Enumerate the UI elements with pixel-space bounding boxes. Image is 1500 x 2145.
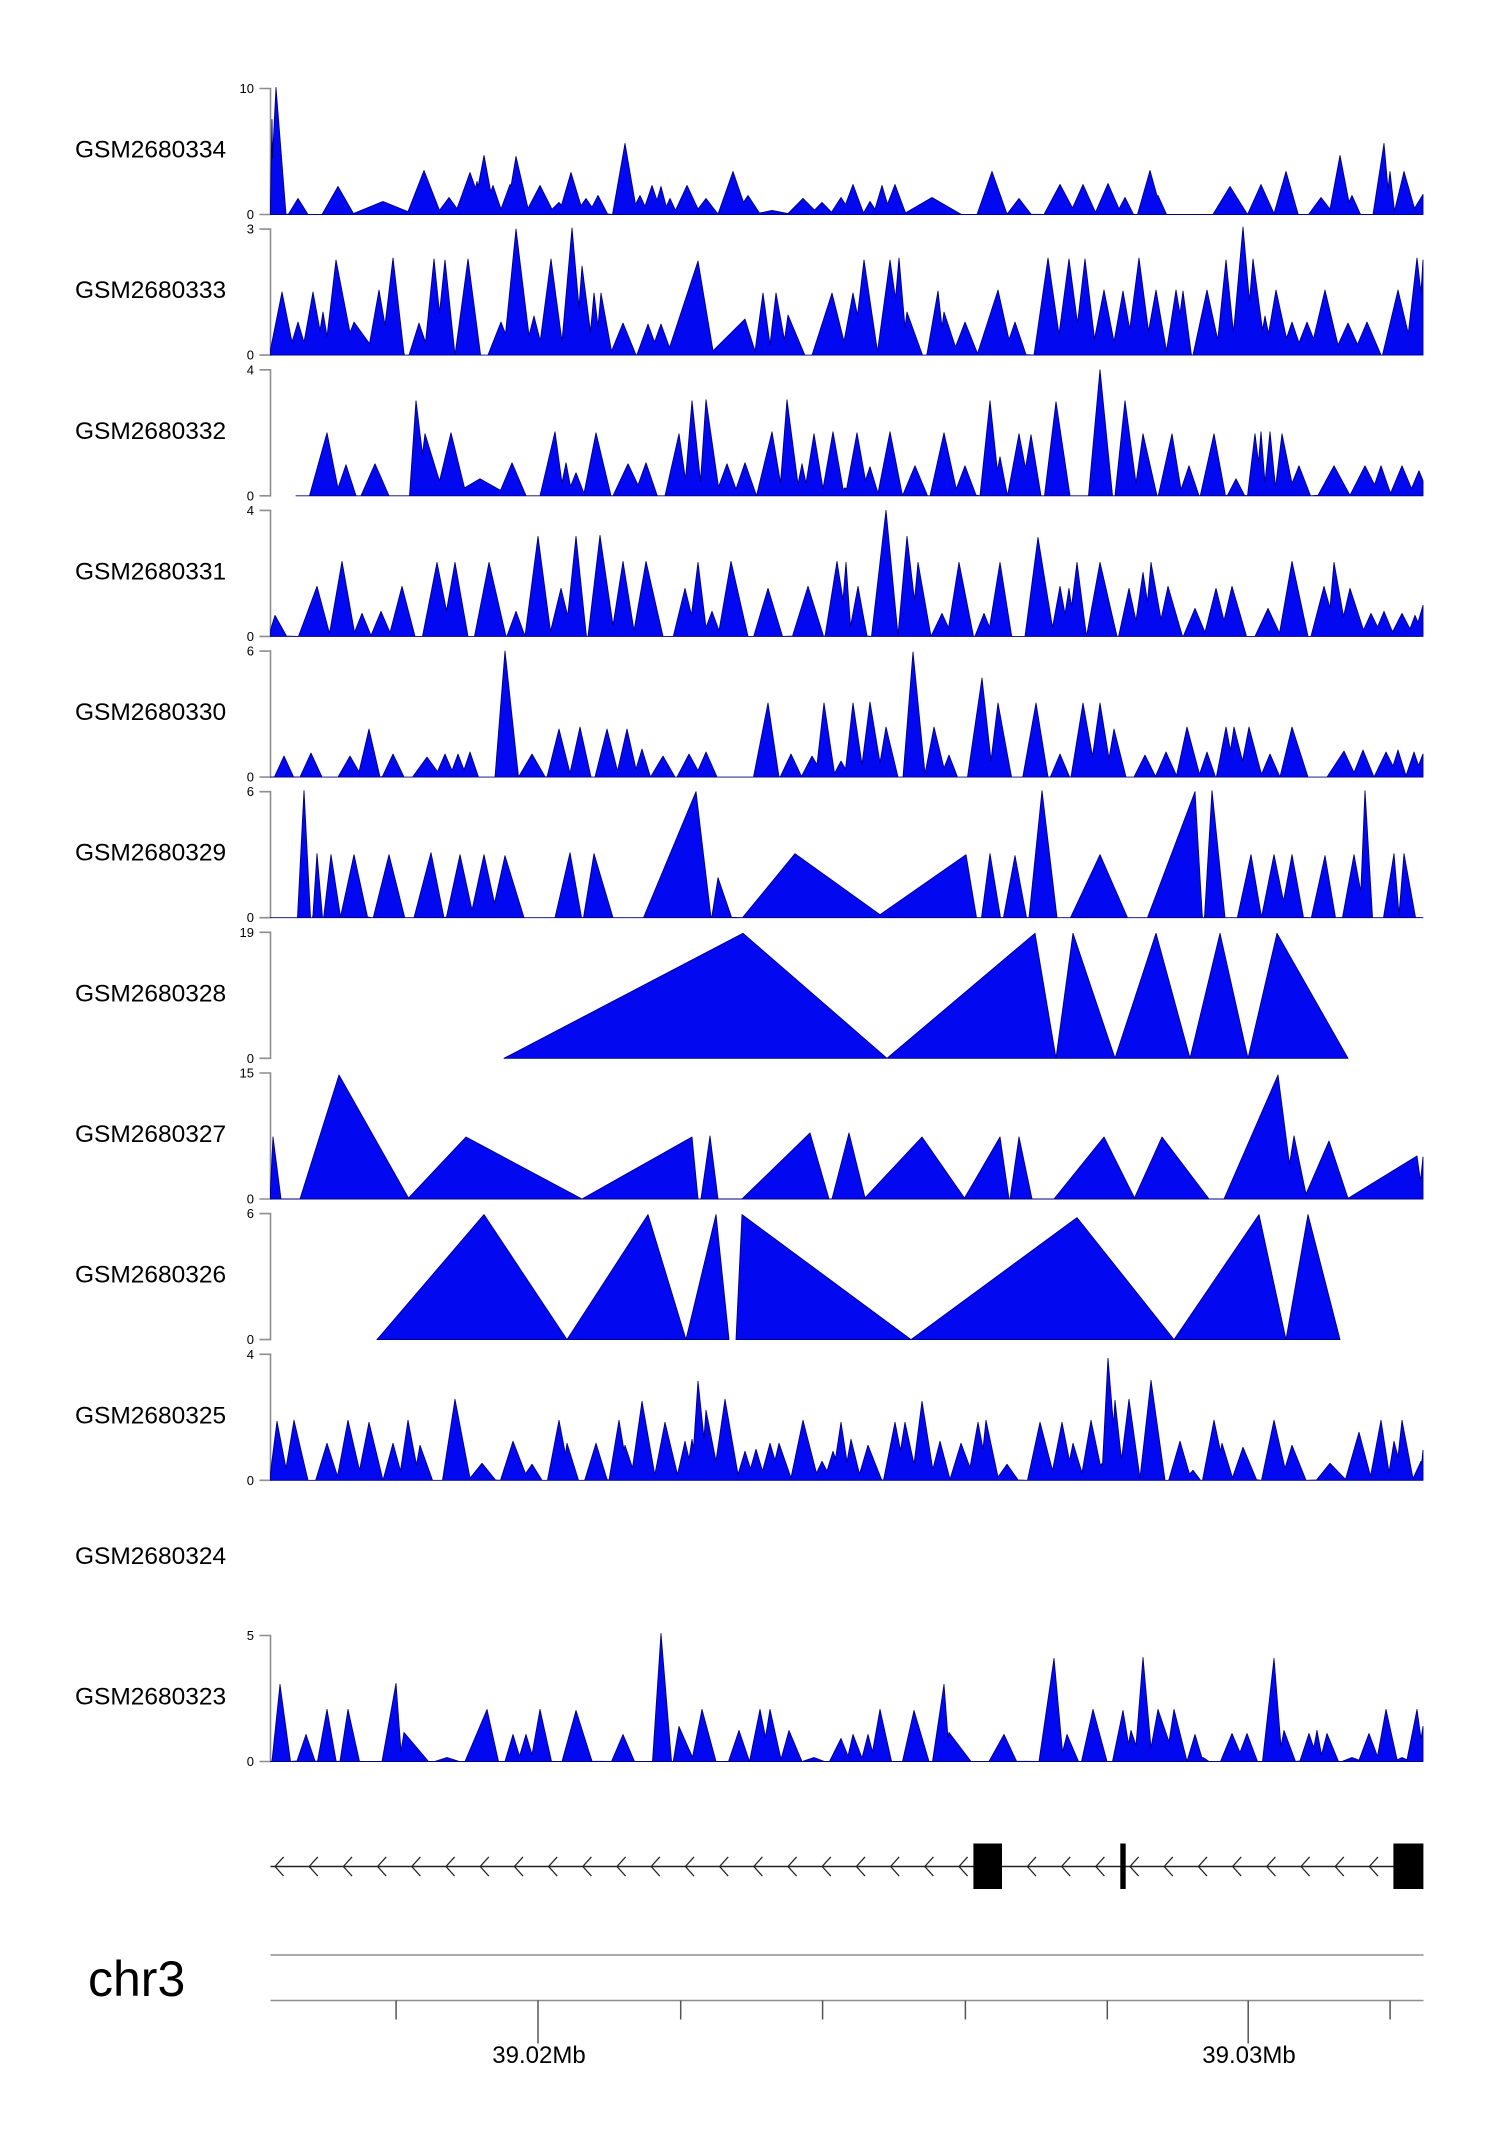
- svg-text:0: 0: [247, 348, 254, 363]
- svg-text:GSM2680330: GSM2680330: [75, 699, 226, 726]
- svg-text:6: 6: [247, 1206, 254, 1221]
- svg-text:10: 10: [240, 81, 254, 96]
- svg-text:6: 6: [247, 784, 254, 799]
- svg-text:chr3: chr3: [88, 1951, 185, 2007]
- svg-text:4: 4: [247, 503, 254, 518]
- svg-text:GSM2680328: GSM2680328: [75, 980, 226, 1007]
- svg-text:6: 6: [247, 644, 254, 659]
- svg-text:0: 0: [247, 910, 254, 925]
- svg-text:39.02Mb: 39.02Mb: [492, 2042, 585, 2069]
- svg-text:39.03Mb: 39.03Mb: [1202, 2042, 1295, 2069]
- svg-text:19: 19: [240, 925, 254, 940]
- svg-text:0: 0: [247, 1473, 254, 1488]
- svg-text:0: 0: [247, 488, 254, 503]
- svg-text:0: 0: [247, 629, 254, 644]
- svg-text:GSM2680333: GSM2680333: [75, 277, 226, 304]
- svg-text:3: 3: [247, 222, 254, 237]
- svg-text:GSM2680329: GSM2680329: [75, 840, 226, 867]
- svg-text:0: 0: [247, 1192, 254, 1207]
- svg-text:4: 4: [247, 1347, 254, 1362]
- svg-text:GSM2680323: GSM2680323: [75, 1684, 226, 1711]
- svg-text:GSM2680327: GSM2680327: [75, 1121, 226, 1148]
- svg-text:0: 0: [247, 1051, 254, 1066]
- svg-text:GSM2680332: GSM2680332: [75, 418, 226, 445]
- svg-text:GSM2680326: GSM2680326: [75, 1262, 226, 1289]
- svg-text:0: 0: [247, 770, 254, 785]
- svg-text:0: 0: [247, 1754, 254, 1769]
- svg-text:GSM2680324: GSM2680324: [75, 1543, 226, 1570]
- svg-text:GSM2680325: GSM2680325: [75, 1402, 226, 1429]
- svg-text:5: 5: [247, 1628, 254, 1643]
- svg-text:GSM2680334: GSM2680334: [75, 137, 226, 164]
- svg-text:GSM2680331: GSM2680331: [75, 558, 226, 585]
- svg-text:4: 4: [247, 362, 254, 377]
- svg-text:0: 0: [247, 207, 254, 222]
- svg-text:0: 0: [247, 1332, 254, 1347]
- svg-text:15: 15: [240, 1066, 254, 1081]
